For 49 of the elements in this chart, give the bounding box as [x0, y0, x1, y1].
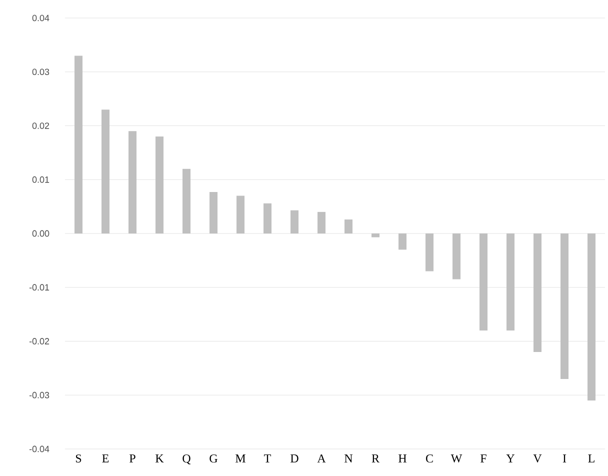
x-tick-label: I: [562, 454, 566, 462]
x-tick-label: Q: [182, 454, 191, 464]
y-tick-label: 0.03: [32, 68, 50, 76]
bar: [560, 233, 569, 379]
x-tick-label: P: [130, 454, 136, 462]
bar: [534, 233, 542, 352]
bar: [398, 233, 407, 250]
bar: [156, 136, 164, 234]
y-tick-label: 0.00: [32, 230, 50, 237]
x-tick-label: H: [398, 454, 406, 462]
y-tick-label: -0.01: [29, 284, 50, 291]
bar: [210, 192, 218, 234]
bar: [74, 56, 83, 234]
bar: [236, 196, 245, 234]
bar: [182, 168, 191, 234]
x-tick-label: A: [317, 454, 326, 462]
x-tick-label: Y: [506, 454, 515, 462]
bar: [372, 233, 380, 238]
x-tick-label: L: [588, 454, 594, 462]
bar: [344, 219, 353, 234]
bar: [318, 212, 326, 234]
bar: [264, 203, 272, 234]
y-tick-label: 0.04: [32, 14, 50, 22]
x-tick-label: V: [533, 454, 542, 463]
y-tick-label: 0.01: [32, 176, 50, 183]
x-tick-label: R: [372, 454, 380, 462]
bar: [290, 210, 299, 234]
bar: [452, 233, 461, 280]
y-tick-label: -0.04: [29, 446, 50, 452]
x-tick-label: E: [102, 454, 109, 462]
bar: [426, 233, 434, 272]
y-tick-label: -0.02: [29, 338, 50, 344]
x-tick-label: M: [236, 454, 246, 462]
bar: [102, 110, 110, 234]
x-tick-label: N: [344, 454, 353, 462]
y-tick-label: 0.02: [32, 122, 50, 129]
x-tick-label: G: [210, 454, 218, 463]
x-tick-label: S: [76, 454, 82, 463]
x-tick-label: D: [290, 454, 298, 462]
bar: [128, 131, 137, 234]
x-tick-label: T: [264, 454, 271, 462]
x-tick-label: F: [480, 454, 486, 462]
bar: [506, 233, 515, 330]
x-tick-label: K: [156, 454, 164, 462]
y-tick-label: -0.03: [29, 392, 50, 398]
bar: [480, 233, 488, 330]
bar: [588, 233, 596, 400]
x-tick-label: W: [450, 454, 462, 463]
x-tick-label: C: [426, 454, 433, 463]
